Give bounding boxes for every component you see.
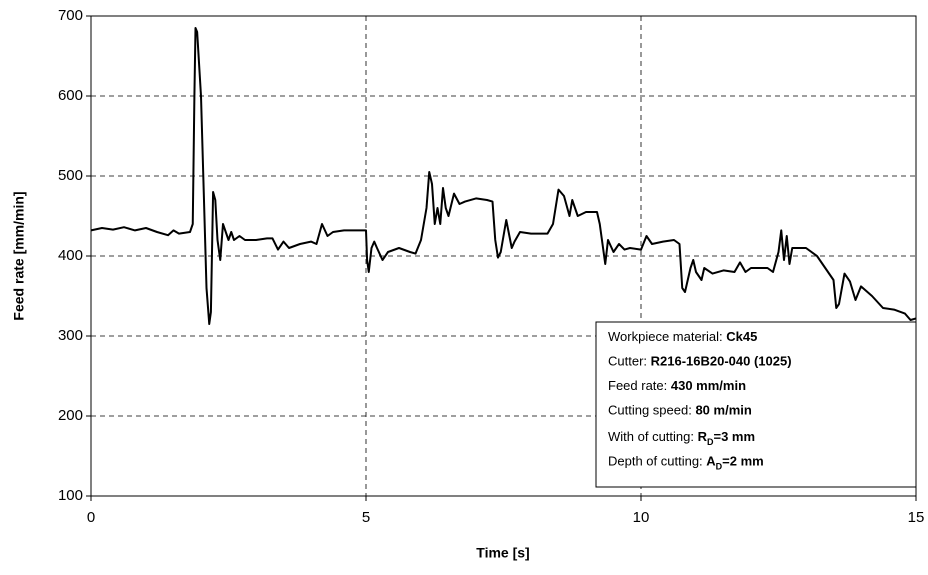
annotation-label: Cutter: bbox=[608, 354, 651, 369]
annotation: Cutter: R216-16B20-040 (1025) bbox=[608, 354, 792, 369]
annotation-value: 80 m/min bbox=[695, 403, 751, 418]
annotation-value: R216-16B20-040 (1025) bbox=[651, 354, 792, 369]
annotation-label: Feed rate: bbox=[608, 378, 671, 393]
annotation-label: Cutting speed: bbox=[608, 403, 695, 418]
y-tick-label: 300 bbox=[58, 327, 83, 344]
y-tick-label: 700 bbox=[58, 7, 83, 24]
annotation-label: Workpiece material: bbox=[608, 329, 726, 344]
annotation-value: R bbox=[698, 429, 708, 444]
annotation-value: 430 mm/min bbox=[671, 378, 746, 393]
annotation-label: Depth of cutting: bbox=[608, 454, 706, 469]
x-tick-label: 5 bbox=[362, 509, 370, 526]
y-axis-label: Feed rate [mm/min] bbox=[11, 191, 27, 320]
y-tick-label: 600 bbox=[58, 87, 83, 104]
y-tick-label: 100 bbox=[58, 487, 83, 504]
annotation: Feed rate: 430 mm/min bbox=[608, 378, 746, 393]
annotation-value: Ck45 bbox=[726, 329, 757, 344]
plot-frame bbox=[90, 15, 917, 497]
annotation-value: =2 mm bbox=[722, 454, 764, 469]
annotation: Cutting speed: 80 m/min bbox=[608, 403, 752, 418]
annotation-value: A bbox=[706, 454, 716, 469]
annotation-value: D bbox=[707, 437, 714, 447]
data-line bbox=[90, 27, 917, 325]
annotation-value: D bbox=[716, 462, 723, 472]
annotation: Depth of cutting: AD=2 mm bbox=[608, 454, 764, 472]
annotation-box bbox=[595, 321, 917, 488]
annotation: With of cutting: RD=3 mm bbox=[608, 429, 755, 447]
annotation-value: =3 mm bbox=[713, 429, 755, 444]
y-tick-label: 500 bbox=[58, 167, 83, 184]
y-tick-label: 200 bbox=[58, 407, 83, 424]
x-tick-label: 0 bbox=[87, 509, 95, 526]
annotation: Workpiece material: Ck45 bbox=[608, 329, 757, 344]
annotation-label: With of cutting: bbox=[608, 429, 698, 444]
x-axis-label: Time [s] bbox=[476, 545, 529, 561]
x-tick-label: 15 bbox=[908, 509, 925, 526]
y-tick-label: 400 bbox=[58, 247, 83, 264]
x-tick-label: 10 bbox=[633, 509, 650, 526]
